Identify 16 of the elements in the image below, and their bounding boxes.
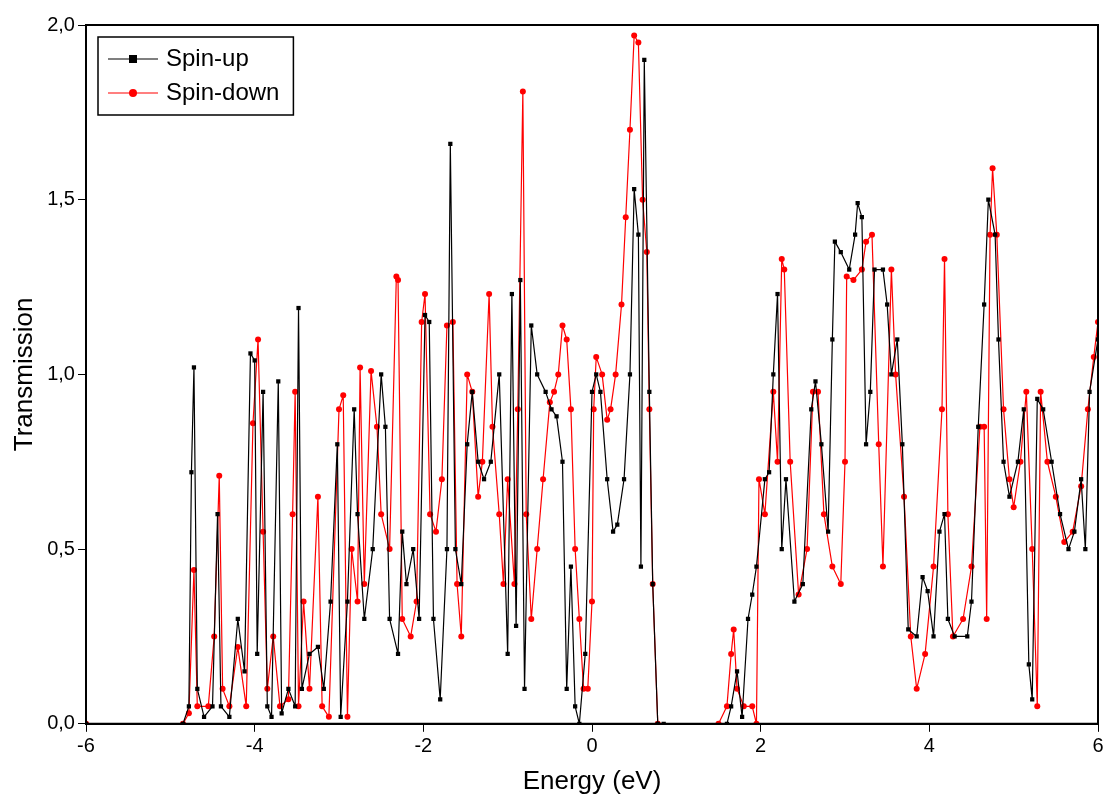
- x-tick-label: 6: [1092, 734, 1104, 757]
- legend-label: Spin-up: [166, 43, 249, 71]
- x-axis-title: Energy (eV): [522, 764, 662, 795]
- y-tick-label: 2,0: [47, 12, 75, 35]
- x-tick-label: -6: [77, 734, 95, 757]
- x-tick-label: -4: [245, 734, 264, 757]
- y-tick-label: 1,5: [47, 187, 75, 210]
- y-axis-title: Transmission: [7, 297, 38, 452]
- x-tick-label: 0: [586, 734, 598, 757]
- y-tick-label: 0,5: [47, 536, 75, 559]
- x-tick-label: 2: [755, 734, 767, 757]
- x-tick-label: -2: [414, 734, 433, 757]
- legend-label: Spin-down: [166, 77, 280, 105]
- y-tick-label: 1,0: [47, 361, 75, 384]
- x-tick-label: 4: [923, 734, 935, 757]
- y-tick-label: 0,0: [47, 711, 75, 734]
